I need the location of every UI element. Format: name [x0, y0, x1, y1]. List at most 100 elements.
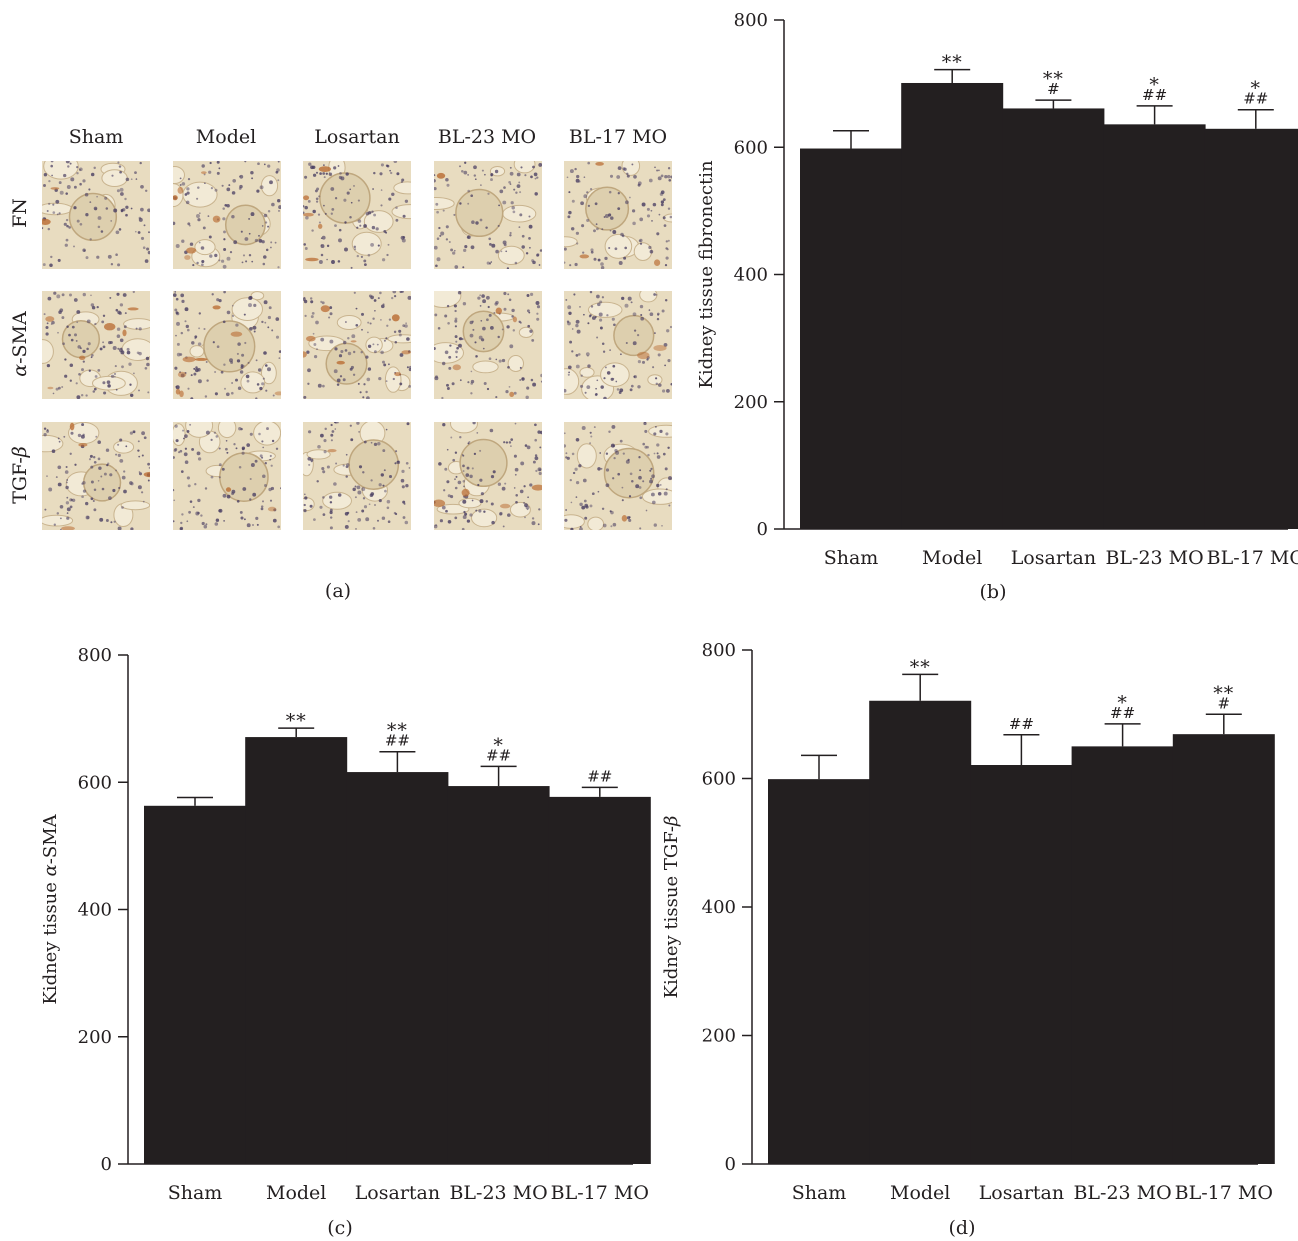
y-tick-label: 600: [78, 772, 112, 793]
panel-label: (b): [980, 581, 1007, 603]
bar: [245, 737, 348, 1164]
y-tick-label: 800: [78, 645, 112, 666]
micrograph-tgf-model: [173, 422, 281, 530]
significance-hash: ##: [587, 767, 612, 785]
category-label: BL-17 MO: [1175, 1182, 1273, 1204]
y-tick-label: 400: [734, 265, 768, 286]
category-label: Losartan: [979, 1182, 1064, 1204]
y-tick-label: 800: [734, 10, 768, 31]
significance-star: **: [910, 656, 931, 678]
category-label: Sham: [792, 1182, 847, 1204]
y-axis-label-part: Kidney tissue: [40, 876, 61, 1004]
column-label-model: Model: [195, 126, 257, 148]
micrograph-sma-sham: [42, 291, 150, 399]
significance-hash: #: [1047, 80, 1060, 98]
y-axis-label-greek: α: [40, 864, 61, 876]
y-axis-label-part: Kidney tissue TGF-: [661, 826, 682, 998]
y-axis-label: Kidney tissue fibronectin: [696, 160, 717, 389]
category-label: BL-17 MO: [1207, 547, 1298, 569]
category-label: Model: [890, 1182, 950, 1204]
bar: [144, 805, 246, 1164]
bar: [346, 772, 449, 1164]
y-axis-label-greek: β: [661, 816, 682, 827]
y-axis-label-part: -SMA: [40, 813, 61, 864]
micrograph-fn-bl17mo: [564, 161, 672, 269]
significance-hash: #: [1218, 694, 1231, 712]
y-tick-label: 400: [702, 897, 736, 918]
significance-hash: ##: [1142, 86, 1167, 104]
panel-label: (d): [949, 1217, 976, 1239]
y-axis-label: Kidney tissue TGF-β: [661, 816, 682, 999]
significance-hash: ##: [486, 746, 511, 764]
bar: [768, 779, 870, 1164]
y-tick-label: 0: [101, 1154, 112, 1175]
micrograph-sma-bl17mo: [564, 291, 672, 399]
category-label: BL-23 MO: [1073, 1182, 1171, 1204]
y-tick-label: 800: [702, 640, 736, 661]
y-tick-label: 200: [702, 1026, 736, 1047]
micrograph-fn-sham: [42, 161, 150, 269]
category-label: BL-23 MO: [1105, 547, 1203, 569]
micrograph-tgf-bl23mo: [434, 422, 542, 530]
category-label: Sham: [168, 1182, 223, 1204]
micrograph-tgf-sham: [42, 422, 150, 530]
category-label: Sham: [824, 547, 879, 569]
micrograph-sma-model: [173, 291, 281, 399]
category-label: BL-17 MO: [551, 1182, 649, 1204]
micrograph-tgf-bl17mo: [564, 422, 672, 530]
column-label-bl17mo: BL-17 MO: [568, 126, 668, 148]
micrograph-tgf-losartan: [303, 422, 411, 530]
micrograph-fn-model: [173, 161, 281, 269]
micrograph-fn-bl23mo: [434, 161, 542, 269]
column-label-bl23mo: BL-23 MO: [437, 126, 537, 148]
y-tick-label: 0: [757, 519, 768, 540]
y-axis-label: Kidney tissue α-SMA: [40, 813, 61, 1004]
significance-star: *: [1251, 78, 1262, 100]
y-tick-label: 0: [725, 1154, 736, 1175]
significance-star: *: [1117, 692, 1128, 714]
micrograph-fn-losartan: [303, 161, 411, 269]
bar: [548, 796, 651, 1164]
category-label: BL-23 MO: [449, 1182, 547, 1204]
y-tick-label: 200: [78, 1027, 112, 1048]
significance-hash: ##: [385, 732, 410, 750]
y-tick-label: 600: [702, 769, 736, 790]
bar: [869, 700, 972, 1164]
significance-star: **: [942, 52, 963, 74]
bar: [1204, 128, 1298, 529]
category-label: Losartan: [1011, 547, 1096, 569]
bar: [1172, 734, 1275, 1164]
significance-star: *: [493, 734, 504, 756]
significance-star: **: [286, 710, 307, 732]
bar: [1002, 108, 1105, 529]
bar: [1103, 124, 1206, 529]
bar: [800, 148, 902, 529]
panel-label-a: (a): [324, 580, 352, 602]
bar: [1071, 746, 1174, 1164]
micrograph-sma-losartan: [303, 291, 411, 399]
column-label-sham: Sham: [68, 126, 124, 148]
significance-star: *: [1149, 74, 1160, 96]
significance-hash: ##: [1009, 715, 1034, 733]
micrograph-sma-bl23mo: [434, 291, 542, 399]
bar: [447, 786, 550, 1164]
significance-star: **: [387, 720, 408, 742]
bar: [901, 82, 1004, 530]
y-tick-label: 600: [734, 137, 768, 158]
significance-hash: ##: [1243, 90, 1268, 108]
category-label: Model: [266, 1182, 326, 1204]
y-tick-label: 200: [734, 392, 768, 413]
significance-star: **: [1043, 68, 1064, 90]
panel-label: (c): [327, 1217, 352, 1239]
significance-star: **: [1213, 682, 1234, 704]
y-tick-label: 400: [78, 900, 112, 921]
category-label: Model: [922, 547, 982, 569]
category-label: Losartan: [355, 1182, 440, 1204]
column-label-losartan: Losartan: [314, 126, 400, 148]
significance-hash: ##: [1110, 704, 1135, 722]
bar: [970, 765, 1073, 1164]
